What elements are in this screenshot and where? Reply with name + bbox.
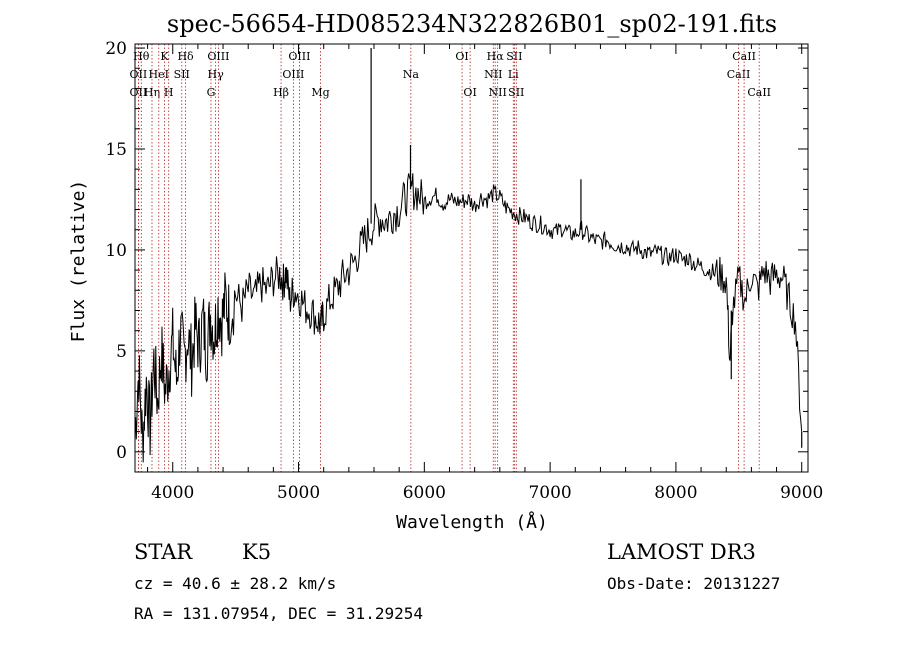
line-label-2: OII — [130, 86, 148, 99]
line-label-16: Na — [403, 68, 420, 81]
x-tick-label-0: 4000 — [151, 483, 194, 503]
x-tick-label-3: 7000 — [528, 483, 571, 503]
x-tick-label-5: 9000 — [780, 483, 823, 503]
line-label-1: OII — [130, 68, 148, 81]
line-label-11: OIII — [207, 50, 229, 63]
line-label-18: OI — [463, 86, 476, 99]
y-tick-label-1: 5 — [116, 342, 127, 362]
line-label-26: CaII — [732, 50, 756, 63]
redshift-value: cz = 40.6 ± 28.2 km/s — [134, 574, 337, 593]
survey-name: LAMOST DR3 — [607, 540, 756, 564]
line-label-7: SII — [174, 68, 190, 81]
observation-date: Obs-Date: 20131227 — [607, 574, 781, 593]
x-tick-label-2: 6000 — [403, 483, 446, 503]
spectrum-line — [134, 173, 803, 463]
y-tick-label-0: 0 — [116, 443, 127, 463]
x-tick-label-1: 5000 — [277, 483, 320, 503]
line-label-15: Mg — [311, 86, 329, 99]
line-label-8: Hδ — [177, 50, 194, 63]
line-label-23: SII — [506, 50, 522, 63]
line-label-0: Hθ — [133, 50, 150, 63]
spectrum-data — [134, 48, 803, 463]
line-label-9: G — [207, 86, 216, 99]
y-axis-label: Flux (relative) — [68, 180, 89, 343]
line-label-14: OIII — [288, 50, 310, 63]
line-label-20: Hα — [487, 50, 505, 63]
line-label-4: HeI — [149, 68, 169, 81]
line-label-19: NII — [484, 68, 502, 81]
object-subclass: K5 — [242, 540, 272, 564]
spectral-line-markers: HθOIIOIIHηHeIKHSIIHδGHγOIIIHβOIIIOIIIMgN… — [130, 44, 771, 472]
line-label-21: NII — [489, 86, 507, 99]
line-label-5: K — [160, 50, 169, 63]
plot-frame — [134, 43, 809, 473]
axis-ticks: 4000 5000 6000 7000 8000 9000 0 5 10 15 20 — [105, 39, 823, 503]
line-label-25: CaII — [727, 68, 751, 81]
y-tick-label-2: 10 — [105, 241, 127, 261]
line-label-6: H — [164, 86, 174, 99]
line-label-24: SII — [508, 86, 524, 99]
line-label-17: OI — [455, 50, 468, 63]
x-tick-label-4: 8000 — [654, 483, 697, 503]
y-tick-label-3: 15 — [105, 140, 127, 160]
line-label-3: Hη — [144, 86, 160, 99]
x-axis-label: Wavelength (Å) — [396, 511, 548, 533]
object-class: STAR — [134, 540, 193, 564]
line-label-27: CaII — [747, 86, 771, 99]
line-label-10: Hγ — [208, 68, 225, 81]
y-tick-label-4: 20 — [105, 39, 127, 59]
line-label-12: Hβ — [273, 86, 289, 99]
chart-title: spec-56654-HD085234N322826B01_sp02-191.f… — [167, 10, 777, 38]
coordinates: RA = 131.07954, DEC = 31.29254 — [134, 604, 423, 623]
line-label-13: OIII — [282, 68, 304, 81]
line-label-22: Li — [508, 68, 519, 81]
